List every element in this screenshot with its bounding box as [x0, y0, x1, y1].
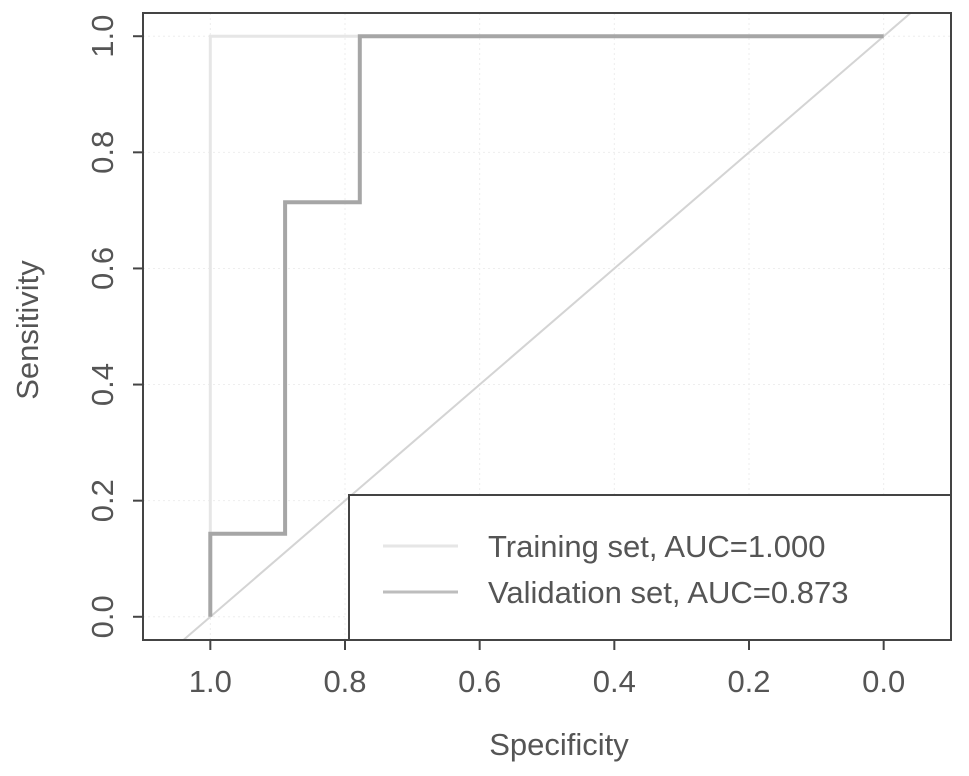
x-tick-label: 0.2: [727, 664, 770, 699]
legend: Training set, AUC=1.000 Validation set, …: [348, 494, 952, 641]
x-tick-label: 0.0: [862, 664, 905, 699]
series-layer: [208, 34, 884, 617]
x-tick-label: 0.6: [458, 664, 501, 699]
y-axis-title: Sensitivity: [10, 260, 45, 400]
legend-box: [348, 494, 952, 641]
axes: 1.0 0.8 0.6 0.4 0.2 0.0 0.0 0.2 0.4 0.6 0.8 1.0: [85, 15, 905, 699]
y-tick-label: 0.4: [85, 363, 120, 406]
y-tick-label: 0.6: [85, 247, 120, 290]
legend-label-validation: Validation set, AUC=0.873: [488, 575, 848, 610]
roc-curve-validation: [208, 34, 884, 617]
x-tick-label: 0.4: [593, 664, 636, 699]
y-tick-label: 1.0: [85, 15, 120, 58]
x-axis-title: Specificity: [489, 727, 629, 762]
x-tick-label: 0.8: [323, 664, 366, 699]
y-tick-label: 0.8: [85, 131, 120, 174]
diagonal-reference: [182, 12, 912, 641]
diagonal-line: [182, 12, 912, 641]
y-tick-label: 0.2: [85, 479, 120, 522]
legend-label-training: Training set, AUC=1.000: [488, 529, 825, 564]
y-tick-label: 0.0: [85, 595, 120, 638]
x-tick-label: 1.0: [189, 664, 232, 699]
